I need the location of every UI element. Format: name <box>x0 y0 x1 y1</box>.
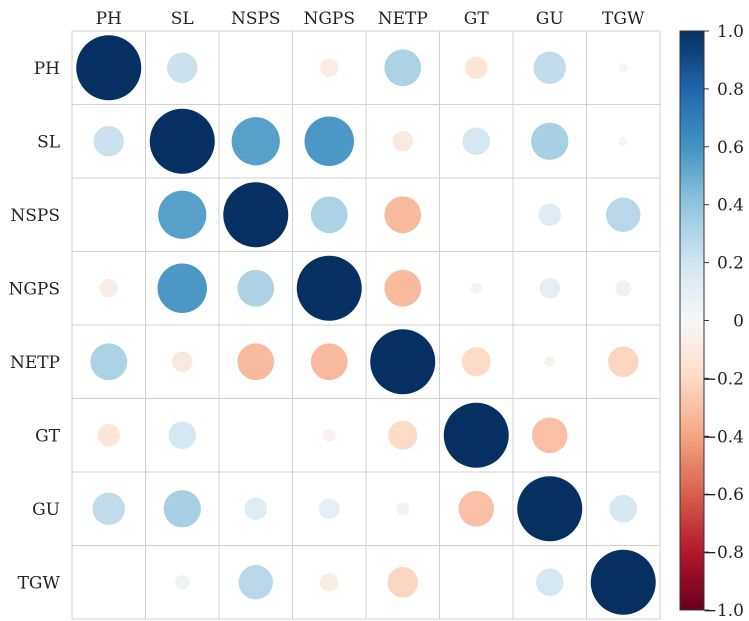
correlation-circle-ngps-netp <box>384 269 422 307</box>
correlation-circle-tgw-nsps <box>238 565 273 600</box>
row-labels: PH SL NSPS NGPS NETP GT GU TGW <box>8 59 60 594</box>
correlation-circle-nsps-ngps <box>310 196 348 234</box>
correlation-circle-nsps-sl <box>158 190 207 239</box>
row-label-gu: GU <box>32 500 60 520</box>
row-label-gt: GT <box>35 426 61 446</box>
correlation-circle-gu-nsps <box>244 497 268 521</box>
row-label-netp: NETP <box>10 353 60 373</box>
column-label-gt: GT <box>464 9 490 29</box>
colorbar-tick-label: 0.4 <box>717 196 744 216</box>
correlation-circle-gu-sl <box>163 490 201 528</box>
correlation-circle-ph-tgw <box>618 63 628 73</box>
colorbar-tick-label: 0.2 <box>717 254 744 274</box>
correlation-circle-tgw-tgw <box>590 549 656 615</box>
correlation-circle-netp-sl <box>171 351 193 373</box>
correlation-circle-sl-ph <box>93 126 124 157</box>
correlation-circle-ph-gu <box>533 51 566 84</box>
correlation-circle-gt-netp <box>388 420 418 450</box>
colorbar <box>679 30 705 611</box>
colorbar-tick-label: −0.4 <box>703 427 744 447</box>
correlation-circle-gt-ph <box>97 423 121 447</box>
correlation-circle-netp-gt <box>461 347 491 377</box>
correlation-circle-gu-tgw <box>609 494 638 523</box>
correlation-circle-gt-gt <box>443 402 509 468</box>
correlation-circle-sl-netp <box>392 130 414 152</box>
column-labels: PH SL NSPS NGPS NETP GT GU TGW <box>96 9 645 29</box>
correlation-circle-tgw-netp <box>387 567 418 598</box>
correlation-circle-nsps-gu <box>538 203 562 227</box>
row-label-sl: SL <box>37 132 60 152</box>
correlation-circles <box>76 35 656 615</box>
row-label-tgw: TGW <box>18 573 61 593</box>
correlation-circle-sl-gu <box>531 122 569 160</box>
correlation-circle-gu-netp <box>396 502 410 516</box>
correlation-circle-nsps-nsps <box>223 182 289 248</box>
colorbar-ticks: 1.0 0.8 0.6 0.4 0.2 0 −0.2 −0.4 −0.6 −0.8 −1.0 <box>703 22 744 621</box>
column-label-sl: SL <box>171 9 194 29</box>
column-label-ngps: NGPS <box>303 9 355 29</box>
correlation-circle-ngps-ngps <box>296 255 362 321</box>
colorbar-tick-label: −1.0 <box>703 601 744 621</box>
row-label-ngps: NGPS <box>8 279 60 299</box>
column-label-nsps: NSPS <box>231 9 281 29</box>
correlation-circle-sl-tgw <box>618 136 628 146</box>
correlation-circle-gt-gu <box>531 417 568 454</box>
colorbar-tick-label: 0.8 <box>717 80 744 100</box>
correlation-circle-tgw-ngps <box>320 573 339 592</box>
correlation-circle-ngps-ph <box>99 279 118 298</box>
column-label-gu: GU <box>536 9 564 29</box>
correlation-circle-gu-gu <box>517 476 583 542</box>
correlation-circle-netp-ph <box>90 343 128 381</box>
column-label-tgw: TGW <box>602 9 645 29</box>
correlation-circle-gt-sl <box>168 421 197 450</box>
correlation-circle-sl-ngps <box>304 116 354 166</box>
correlation-circle-tgw-sl <box>174 574 190 590</box>
correlation-circle-netp-ngps <box>310 343 348 381</box>
row-label-nsps: NSPS <box>10 206 60 226</box>
colorbar-tick-label: −0.2 <box>703 369 744 389</box>
column-label-netp: NETP <box>378 9 428 29</box>
colorbar-tick-label: 1.0 <box>717 22 744 42</box>
correlation-circle-sl-nsps <box>231 117 280 166</box>
correlation-circle-ph-ph <box>76 35 142 101</box>
correlation-circle-gu-ph <box>92 492 125 525</box>
correlation-circle-ph-sl <box>167 52 198 83</box>
correlation-circle-netp-nsps <box>237 343 275 381</box>
correlation-circle-netp-tgw <box>608 346 639 377</box>
correlation-circle-ph-gt <box>464 56 488 80</box>
correlation-circle-tgw-gu <box>535 568 564 597</box>
correlation-circle-nsps-netp <box>384 196 422 234</box>
colorbar-tick-label: −0.6 <box>703 485 744 505</box>
correlation-circle-ngps-tgw <box>615 280 632 297</box>
grid-lines <box>71 30 661 620</box>
correlation-circle-netp-gu <box>544 356 556 368</box>
colorbar-gradient <box>679 30 705 611</box>
correlation-circle-ph-netp <box>384 49 422 87</box>
correlation-circle-nsps-tgw <box>606 197 641 232</box>
correlation-circle-sl-gt <box>462 127 491 156</box>
correlation-circle-ngps-gt <box>470 282 482 294</box>
correlation-circle-gu-ngps <box>318 498 340 520</box>
correlation-circle-ngps-sl <box>157 263 207 313</box>
column-label-ph: PH <box>96 9 122 29</box>
row-label-ph: PH <box>34 59 60 79</box>
colorbar-tick-label: −0.8 <box>703 543 744 563</box>
colorbar-tick-label: 0 <box>733 312 744 332</box>
correlation-circle-ngps-nsps <box>237 269 275 307</box>
correlation-circle-gu-gt <box>458 490 495 527</box>
correlation-circle-ngps-gu <box>539 277 561 299</box>
correlation-circle-ph-ngps <box>320 58 339 77</box>
colorbar-tick-label: 0.6 <box>717 138 744 158</box>
correlation-circle-netp-netp <box>370 329 436 395</box>
correlation-circle-sl-sl <box>149 108 215 174</box>
correlation-circle-gt-ngps <box>322 428 336 442</box>
